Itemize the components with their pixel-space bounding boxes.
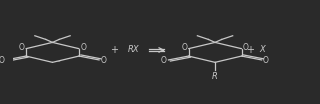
- Text: +: +: [246, 45, 254, 55]
- Text: ⁻: ⁻: [56, 61, 60, 67]
- Text: O: O: [0, 56, 4, 65]
- Text: O: O: [80, 43, 86, 52]
- Text: O: O: [181, 43, 187, 52]
- Text: O: O: [263, 56, 269, 65]
- Text: R: R: [212, 72, 218, 81]
- Text: O: O: [19, 43, 25, 52]
- Text: RX: RX: [128, 45, 140, 54]
- Text: O: O: [100, 56, 107, 65]
- Text: O: O: [243, 43, 249, 52]
- Text: O: O: [161, 56, 167, 65]
- Text: X: X: [260, 45, 266, 54]
- Text: +: +: [110, 45, 118, 55]
